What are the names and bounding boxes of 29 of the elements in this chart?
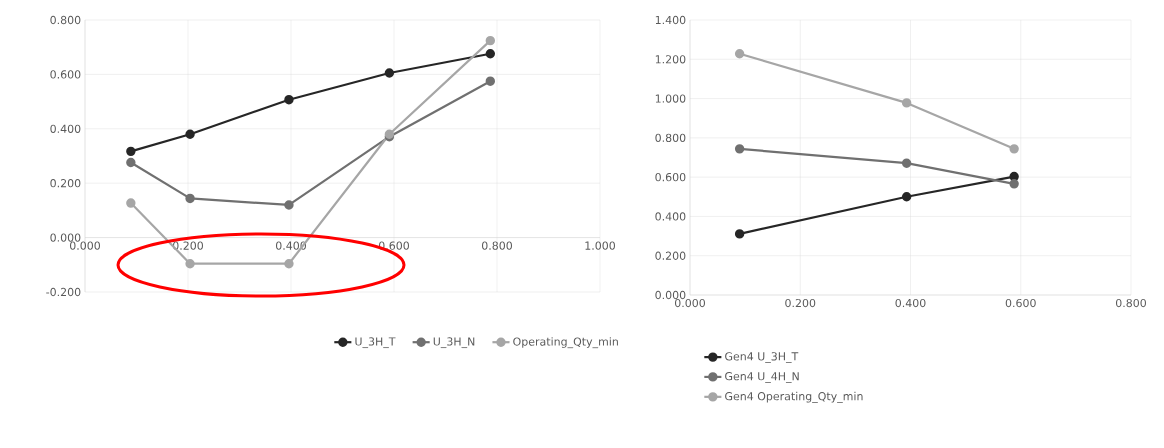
- y-tick-label: -0.200: [46, 287, 81, 297]
- x-tick-label: 0.400: [275, 241, 306, 250]
- legend-label: U_3H_N: [433, 337, 475, 349]
- y-tick-label: 0.000: [50, 233, 81, 242]
- y-tick-label: 0.200: [50, 179, 81, 188]
- y-tick-label: 0.000: [655, 290, 686, 300]
- y-tick-label: 1.000: [655, 94, 686, 103]
- x-tick-label: 0.000: [69, 241, 100, 250]
- x-tick-label: 0.800: [1115, 298, 1146, 308]
- legend-label: Gen4 Operating_Qty_min: [725, 391, 863, 403]
- x-tick-label: 0.400: [895, 298, 926, 308]
- y-tick-label: 0.600: [50, 70, 81, 79]
- x-tick-label: 0.200: [785, 298, 816, 308]
- x-tick-label: 0.600: [1005, 298, 1036, 308]
- y-tick-label: 0.400: [50, 124, 81, 133]
- x-tick-label: 0.000: [674, 298, 706, 308]
- y-tick-label: 0.400: [655, 212, 686, 221]
- y-tick-label: 0.800: [655, 133, 686, 143]
- y-tick-label: 1.200: [655, 55, 686, 64]
- legend-label: Gen4 U_3H_T: [725, 352, 799, 363]
- y-tick-label: 0.600: [655, 172, 686, 182]
- y-tick-label: 0.800: [50, 15, 81, 25]
- legend-label: Gen4 U_4H_N: [725, 372, 799, 383]
- y-tick-label: 1.400: [655, 15, 686, 25]
- y-tick-label: 0.200: [655, 251, 686, 260]
- x-tick-label: 1.000: [585, 241, 615, 250]
- legend-label: U_3H_T: [355, 337, 396, 349]
- legend-label: Operating_Qty_min: [513, 337, 618, 349]
- x-tick-label: 0.800: [481, 241, 512, 250]
